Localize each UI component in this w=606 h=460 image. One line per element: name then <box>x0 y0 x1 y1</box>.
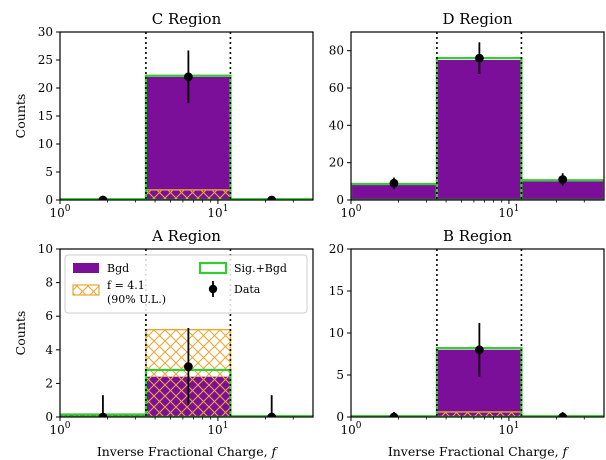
y-tick-label: 6 <box>45 309 53 323</box>
data-point <box>474 53 484 63</box>
y-tick-label: 0 <box>45 410 53 424</box>
panel-a-region: 0 2 4 6 8 10 100 101 A Region Counts Inverse Fract… <box>13 227 314 459</box>
panel-title: C Region <box>152 10 222 28</box>
data-point <box>558 412 568 417</box>
legend-label-signal: f = 4.1 <box>107 279 145 292</box>
data-point <box>558 175 568 184</box>
legend-swatch-sig-bgd <box>198 261 228 275</box>
legend-label-bgd: Bgd <box>107 262 129 275</box>
plot-area <box>60 32 313 200</box>
x-tick-label: 100 <box>340 421 361 437</box>
y-tick-label: 2 <box>45 376 53 390</box>
x-axis-label: Inverse Fractional Charge, f <box>97 444 279 459</box>
axes-frame <box>59 248 314 418</box>
y-tick-label: 5 <box>336 368 344 382</box>
data-point <box>389 178 399 188</box>
panel-b-region: 0 5 10 15 20 100 101 B Region Inverse Fractional… <box>329 227 605 459</box>
y-axis-label: Counts <box>13 311 28 356</box>
x-tick-label: 101 <box>207 421 228 437</box>
signal-bar <box>145 189 232 200</box>
plot-area <box>351 32 604 200</box>
y-tick-label: 60 <box>329 81 344 95</box>
bgd-bar <box>351 185 437 200</box>
panel-d-region: 0 20 40 60 80 100 101 D Region <box>329 10 605 220</box>
axes-frame <box>350 31 605 201</box>
x-tick-label: 100 <box>49 204 70 220</box>
y-tick-label: 10 <box>38 242 53 256</box>
y-tick-label: 0 <box>336 410 344 424</box>
y-axis-label: Counts <box>13 94 28 139</box>
legend: Bgd f = 4.1(90% U.L.) Sig.+Bgd Data <box>64 254 308 314</box>
y-tick-label: 5 <box>45 165 53 179</box>
y-tick-label: 15 <box>38 109 53 123</box>
legend-label-data: Data <box>234 283 261 296</box>
y-tick-label: 20 <box>329 242 344 256</box>
y-tick-label: 20 <box>38 81 53 95</box>
x-tick-label: 101 <box>498 421 519 437</box>
panel-c-region: 0 5 10 15 20 25 30 100 101 C Region Counts <box>13 10 314 220</box>
plot-area <box>351 249 604 417</box>
y-tick-label: 30 <box>38 25 53 39</box>
x-tick-label: 100 <box>49 421 70 437</box>
legend-swatch-signal <box>72 284 100 296</box>
bgd-bar <box>436 60 522 200</box>
x-tick-label: 100 <box>340 204 361 220</box>
legend-box <box>64 254 308 314</box>
data-point <box>98 195 108 200</box>
x-tick-label: 101 <box>498 204 519 220</box>
y-tick-label: 8 <box>45 276 53 290</box>
data-point <box>267 412 277 417</box>
data-point <box>474 345 484 355</box>
y-tick-label: 15 <box>329 284 344 298</box>
data-point <box>183 72 193 82</box>
legend-swatch-data <box>208 284 218 294</box>
x-axis-label: Inverse Fractional Charge, f <box>388 444 570 459</box>
y-tick-label: 10 <box>329 326 344 340</box>
x-tick-label: 101 <box>207 204 228 220</box>
plot-area <box>60 249 313 417</box>
y-tick-label: 0 <box>45 193 53 207</box>
legend-swatch-bgd <box>73 263 99 273</box>
y-tick-label: 0 <box>336 193 344 207</box>
panel-title: B Region <box>443 227 512 245</box>
y-tick-label: 20 <box>329 156 344 170</box>
y-tick-label: 25 <box>38 53 53 67</box>
bgd-bar <box>521 181 604 200</box>
panel-title: D Region <box>442 10 512 28</box>
y-tick-label: 40 <box>329 118 344 132</box>
y-tick-label: 10 <box>38 137 53 151</box>
data-point <box>183 362 193 371</box>
panel-title: A Region <box>151 227 221 245</box>
y-tick-label: 4 <box>45 343 53 357</box>
data-point <box>98 412 108 417</box>
legend-label-sig-bgd: Sig.+Bgd <box>234 262 287 275</box>
y-tick-label: 80 <box>329 44 344 58</box>
data-point <box>267 195 277 200</box>
legend-label-signal-ul: (90% U.L.) <box>107 293 166 306</box>
data-point <box>389 412 399 417</box>
